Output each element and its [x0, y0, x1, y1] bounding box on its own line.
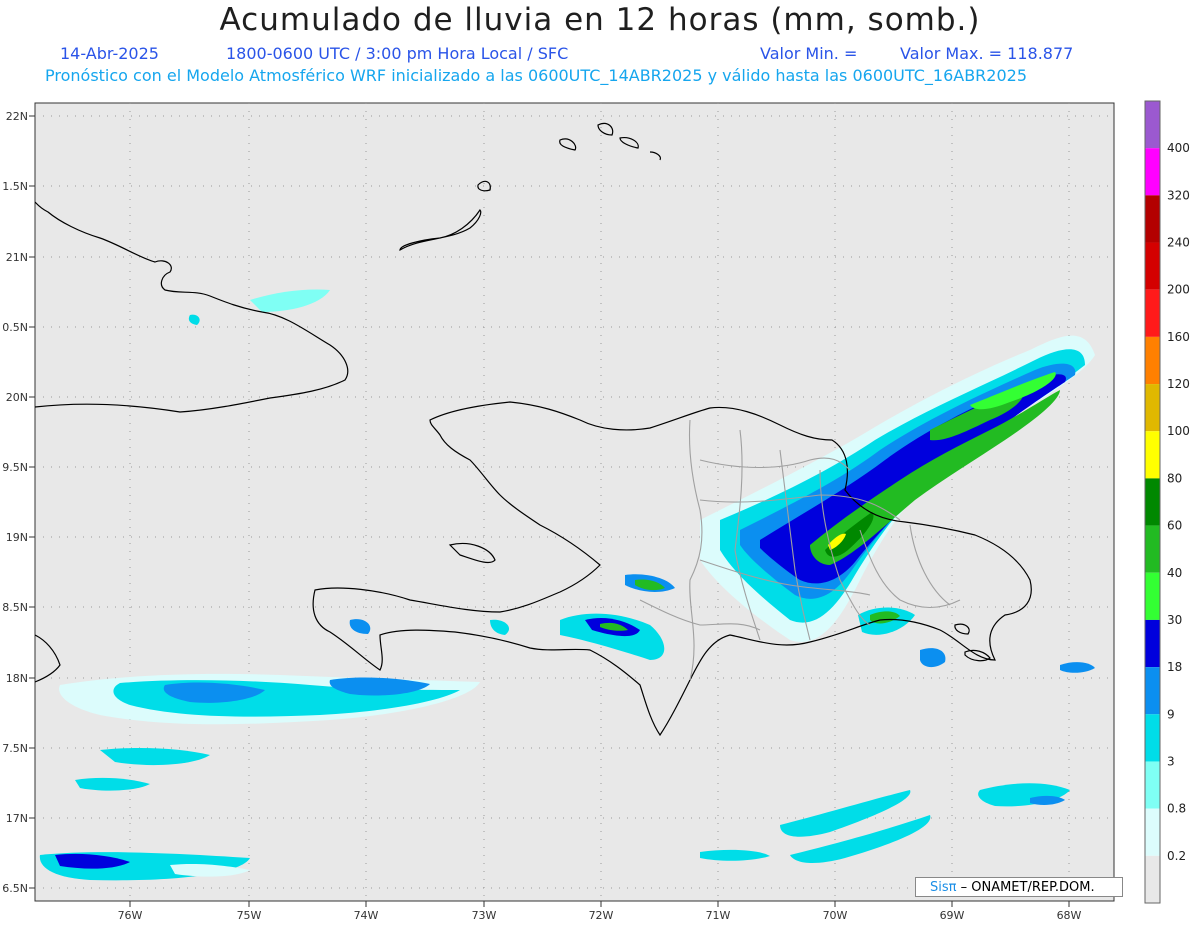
legend-label: 30: [1167, 613, 1182, 627]
legend-swatch: [1145, 525, 1160, 573]
legend-swatch: [1145, 808, 1160, 856]
lon-tick: 71W: [706, 909, 731, 922]
sispi-logo: Sisπ: [930, 880, 957, 895]
legend-swatch: [1145, 619, 1160, 668]
lon-tick: 76W: [118, 909, 143, 922]
lon-tick: 69W: [940, 909, 965, 922]
model-info: Pronóstico con el Modelo Atmosférico WRF…: [45, 66, 1028, 85]
legend-label: 9: [1167, 707, 1175, 721]
legend-swatch: [1145, 478, 1160, 526]
max-value: Valor Max. = 118.877: [900, 44, 1074, 63]
legend-label: 80: [1167, 471, 1182, 485]
valid-period: 1800-0600 UTC / 3:00 pm Hora Local / SFC: [226, 44, 569, 63]
legend-swatch: [1145, 336, 1160, 385]
province-borders: [639, 419, 961, 681]
color-legend: 400 320 240 200 160 120 100 80 60 40 30 18 9 3 0.8 0.2: [1144, 100, 1190, 904]
lon-tick: 72W: [589, 909, 614, 922]
legend-swatch: [1145, 855, 1160, 903]
legend-label: 60: [1167, 519, 1182, 533]
lat-tick: 21N: [6, 251, 28, 264]
coastlines: [35, 122, 1032, 737]
lat-tick: 17N: [6, 812, 28, 825]
legend-swatch: [1145, 384, 1160, 432]
map-frame: [34, 102, 1115, 902]
longitude-axis: 76W 75W 74W 73W 72W 71W 70W 69W 68W: [118, 909, 1082, 922]
legend-label: 100: [1167, 424, 1190, 438]
lat-tick: 8.5N: [2, 601, 28, 614]
legend-swatch: [1145, 242, 1160, 290]
legend-label: 3: [1167, 754, 1175, 768]
lon-tick: 73W: [472, 909, 497, 922]
lat-tick: 7.5N: [2, 742, 28, 755]
legend-label: 400: [1167, 141, 1190, 155]
latitude-axis: 22N 1.5N 21N 0.5N 20N 9.5N 19N 8.5N 18N …: [2, 110, 28, 895]
legend-label: 18: [1167, 660, 1182, 674]
legend-swatch: [1145, 148, 1160, 196]
min-value: Valor Min. =: [760, 44, 858, 63]
lat-tick: 19N: [6, 531, 28, 544]
map-title: Acumulado de lluvia en 12 horas (mm, som…: [219, 2, 981, 38]
legend-label: 0.8: [1167, 802, 1186, 816]
legend-label: 240: [1167, 236, 1190, 250]
legend-swatch: [1145, 572, 1160, 620]
lat-tick: 22N: [6, 110, 28, 123]
lon-tick: 70W: [823, 909, 848, 922]
lat-tick: 20N: [6, 391, 28, 404]
lat-tick: 0.5N: [2, 321, 28, 334]
legend-label: 120: [1167, 377, 1190, 391]
legend-frame: [1144, 100, 1161, 904]
lon-tick: 75W: [237, 909, 262, 922]
legend-swatch: [1145, 431, 1160, 479]
lat-tick: 18N: [6, 672, 28, 685]
graticule: [35, 103, 1114, 901]
legend-swatch: [1145, 714, 1160, 762]
legend-label: 40: [1167, 566, 1182, 580]
legend-label: 160: [1167, 330, 1190, 344]
legend-swatch: [1145, 195, 1160, 243]
legend-label: 0.2: [1167, 849, 1186, 863]
lon-tick: 68W: [1057, 909, 1082, 922]
legend-swatch: [1145, 101, 1160, 149]
legend-label: 320: [1167, 188, 1190, 202]
legend-swatch: [1145, 667, 1160, 715]
lat-tick: 1.5N: [2, 180, 28, 193]
credit-text: – ONAMET/REP.DOM.: [960, 880, 1095, 895]
valid-date: 14-Abr-2025: [60, 44, 159, 63]
credit-box: Sisπ – ONAMET/REP.DOM.: [915, 877, 1123, 897]
legend-label: 200: [1167, 283, 1190, 297]
lat-tick: 9.5N: [2, 461, 28, 474]
lon-tick: 74W: [354, 909, 379, 922]
legend-swatch: [1145, 289, 1160, 337]
precipitation-field: [39, 289, 1095, 881]
legend-swatch: [1145, 761, 1160, 809]
lat-tick: 6.5N: [2, 882, 28, 895]
